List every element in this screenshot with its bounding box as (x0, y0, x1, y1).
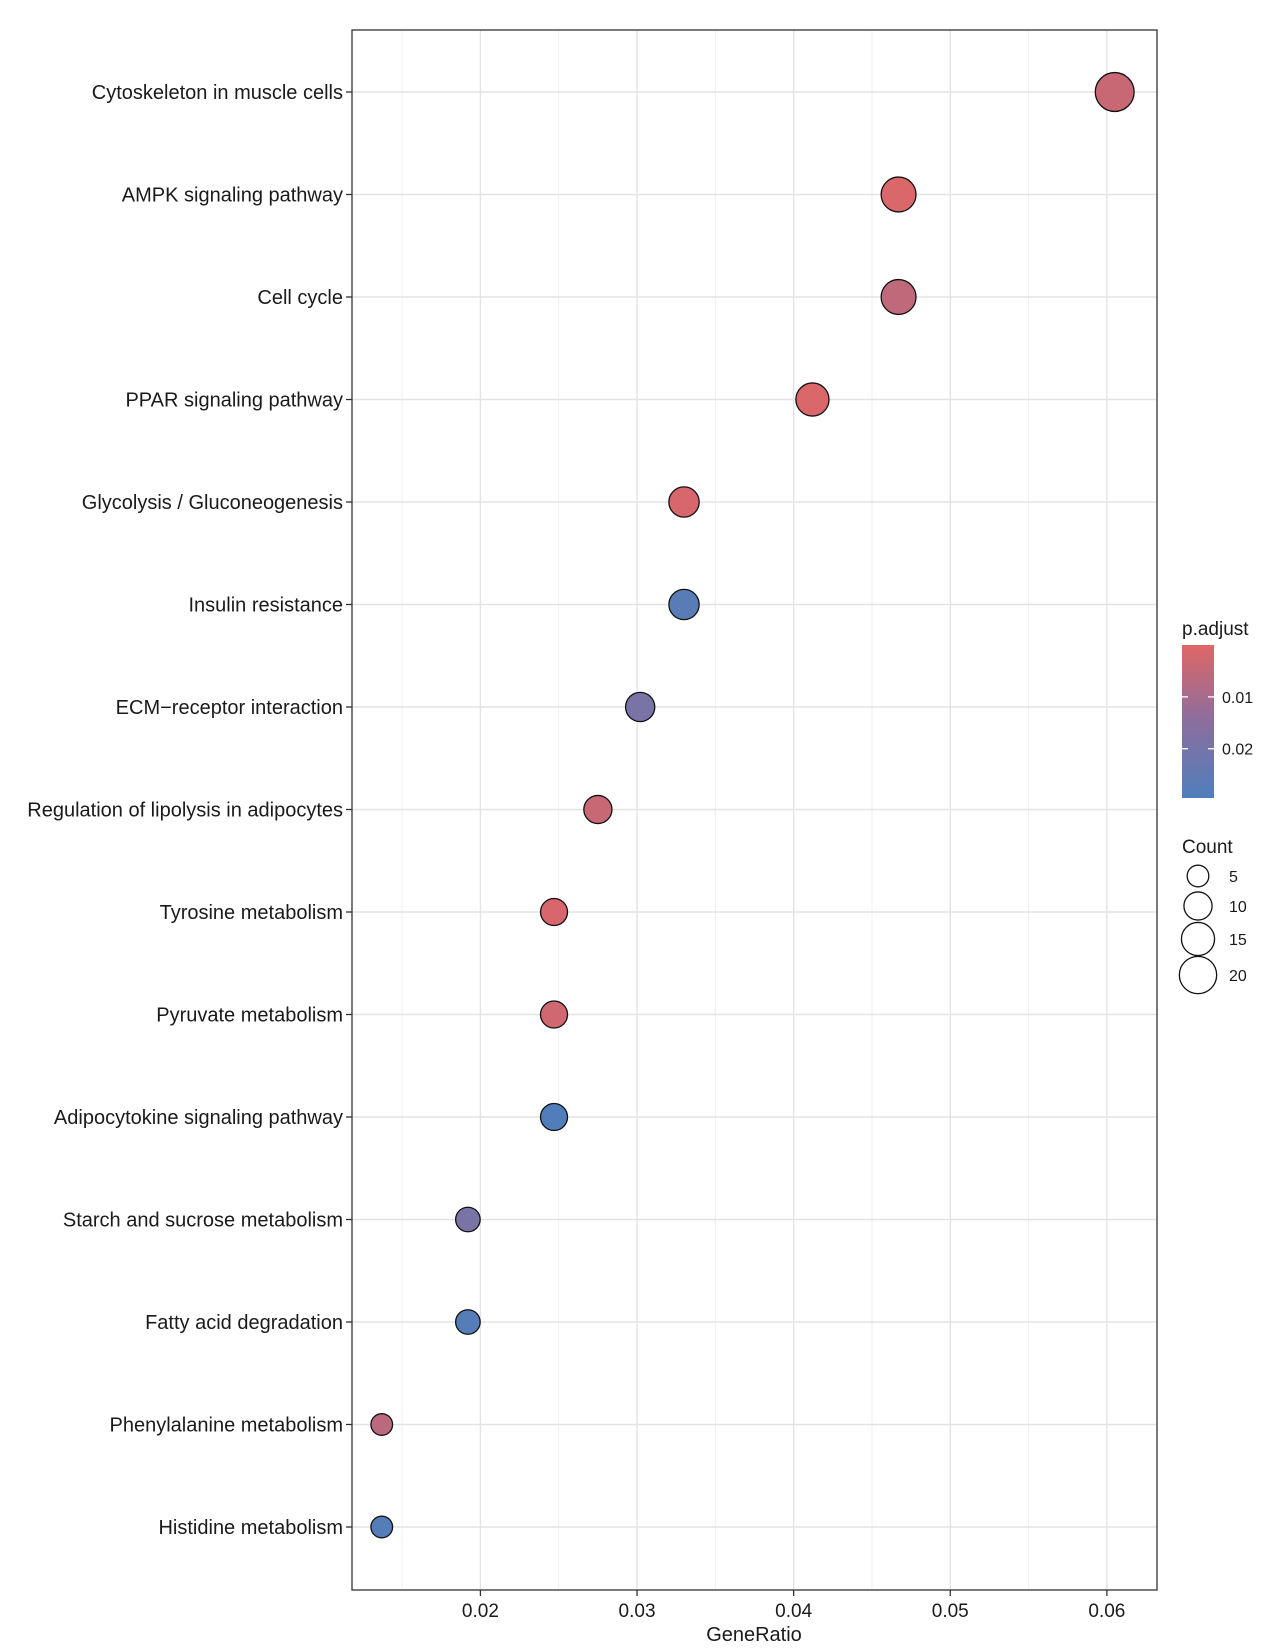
x-tick-label: 0.04 (775, 1601, 812, 1622)
grid-lines (352, 30, 1157, 1590)
size-legend: Count 5 10 15 20 (1178, 837, 1247, 995)
size-legend-label: 10 (1229, 899, 1247, 916)
data-point (583, 794, 613, 825)
data-point (624, 691, 656, 723)
size-legend-title: Count (1182, 837, 1233, 858)
size-legend-label: 15 (1229, 932, 1247, 949)
y-tick-label: Regulation of lipolysis in adipocytes (27, 800, 343, 822)
data-point (880, 278, 917, 316)
size-legend-key (1183, 891, 1213, 921)
y-tick-label: Phenylalanine metabolism (110, 1415, 343, 1437)
color-legend-bar (1182, 645, 1214, 798)
data-points (370, 71, 1135, 1539)
data-point (668, 588, 700, 621)
y-tick-label: Adipocytokine signaling pathway (54, 1107, 343, 1129)
size-legend-key (1178, 955, 1218, 995)
y-axis: Cytoskeleton in muscle cells AMPK signali… (27, 82, 352, 1539)
color-legend-label: 0.01 (1222, 690, 1253, 707)
data-point (370, 1515, 394, 1539)
x-axis-title: GeneRatio (706, 1624, 802, 1646)
data-point (539, 897, 569, 927)
y-tick-label: ECM−receptor interaction (116, 697, 343, 719)
y-tick-label: PPAR signaling pathway (125, 390, 343, 412)
size-legend-key (1186, 864, 1210, 888)
x-tick-label: 0.05 (932, 1601, 969, 1622)
x-tick-label: 0.02 (462, 1601, 499, 1622)
y-tick-label: Glycolysis / Gluconeogenesis (82, 492, 343, 514)
x-tick-label: 0.06 (1088, 1601, 1125, 1622)
size-legend-key (1180, 921, 1216, 957)
data-point (795, 382, 830, 417)
color-legend-title: p.adjust (1182, 619, 1249, 640)
y-tick-label: Insulin resistance (188, 595, 343, 617)
data-point (454, 1309, 481, 1335)
data-point (668, 486, 700, 518)
y-tick-label: Cytoskeleton in muscle cells (92, 82, 343, 104)
x-tick-label: 0.03 (619, 1601, 656, 1622)
color-legend-label: 0.02 (1222, 742, 1253, 759)
y-tick-label: Starch and sucrose metabolism (63, 1210, 343, 1232)
data-point (880, 176, 917, 213)
y-tick-label: AMPK signaling pathway (122, 185, 343, 207)
data-point (539, 1000, 569, 1029)
data-point (539, 1102, 569, 1132)
data-point (370, 1413, 394, 1436)
color-legend: p.adjust 0.01 0.02 (1182, 619, 1253, 798)
y-tick-label: Fatty acid degradation (145, 1312, 343, 1334)
size-legend-label: 20 (1229, 968, 1247, 985)
size-legend-label: 5 (1229, 869, 1238, 886)
y-tick-label: Tyrosine metabolism (160, 902, 343, 924)
y-tick-label: Pyruvate metabolism (156, 1005, 343, 1027)
data-point (454, 1206, 481, 1233)
y-tick-label: Cell cycle (257, 287, 343, 309)
x-axis: 0.02 0.03 0.04 0.05 0.06 (462, 1590, 1125, 1622)
data-point (1094, 71, 1135, 113)
y-tick-label: Histidine metabolism (158, 1517, 343, 1539)
